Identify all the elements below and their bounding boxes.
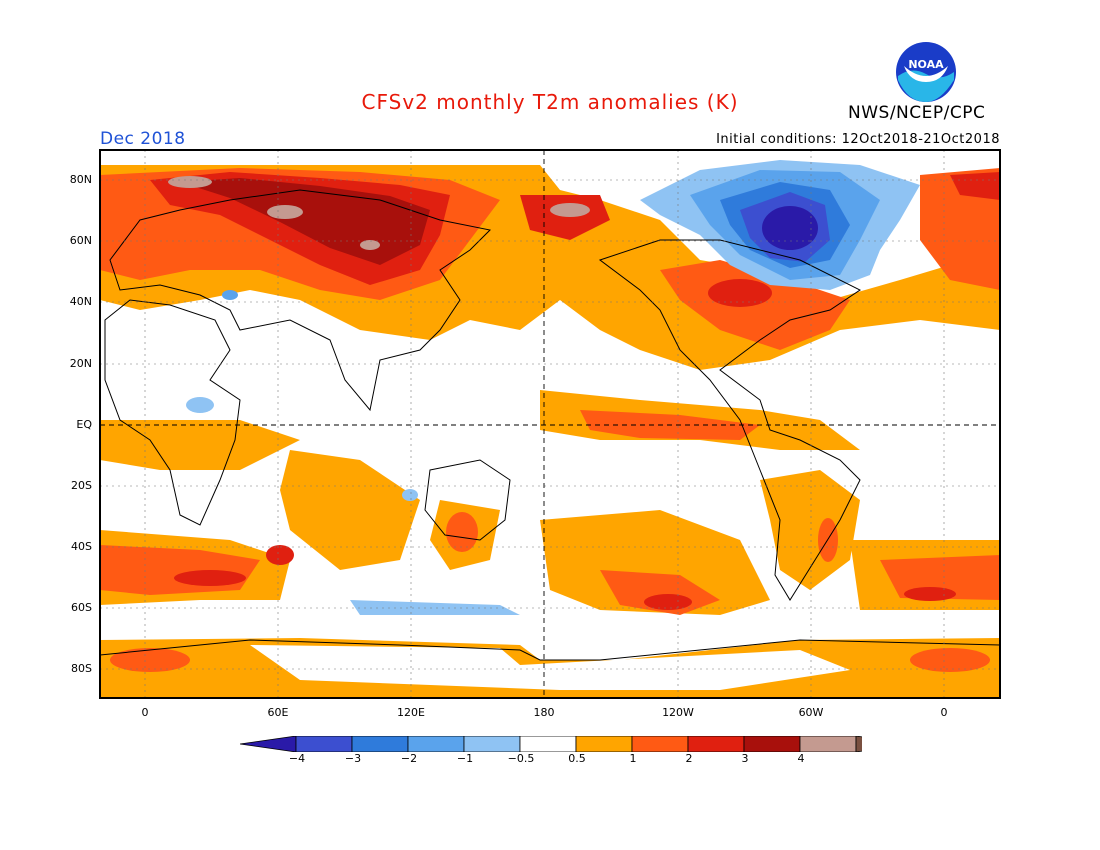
lon-tick: 60E [267,706,289,719]
colorbar-swatch [687,736,745,752]
lon-tick: 0 [940,706,948,719]
colorbar-swatch [519,736,577,752]
equator-dateline [100,150,1000,698]
anomaly-fields [100,150,1000,698]
lon-tick: 180 [533,706,555,719]
colorbar-label: −4 [288,752,306,765]
lon-tick: 120W [662,706,694,719]
map-frame [99,149,1001,699]
colorbar-label: −3 [344,752,362,765]
colorbar-label: 4 [797,752,805,765]
colorbar-label: 1 [629,752,637,765]
lat-tick: 80N [69,173,92,186]
lat-tick: 20S [71,479,92,492]
colorbar-label: −2 [400,752,418,765]
lat-tick: 60N [69,234,92,247]
agency-label: NWS/NCEP/CPC [848,103,986,123]
colorbar-label: −0.5 [507,752,535,765]
colorbar-swatch [351,736,409,752]
colorbar-swatch [407,736,465,752]
forecast-month: Dec 2018 [100,129,186,149]
colorbar-swatch [631,736,689,752]
lat-tick: 40N [69,295,92,308]
colorbar-swatch [463,736,521,752]
chart-title: CFSv2 monthly T2m anomalies (K) [361,90,739,114]
lat-tick: 60S [71,601,92,614]
colorbar-label: 2 [685,752,693,765]
colorbar-swatch [295,736,353,752]
lat-tick: EQ [76,418,92,431]
colorbar-swatch [575,736,633,752]
colorbar-max-arrow [855,736,862,752]
lat-tick: 40S [71,540,92,553]
lon-tick: 60W [798,706,824,719]
lat-tick: 20N [69,357,92,370]
lat-tick: 80S [71,662,92,675]
colorbar-label: −1 [456,752,474,765]
colorbar [240,736,862,752]
lon-tick: 120E [397,706,425,719]
noaa-logo: NOAA [896,42,956,102]
initial-conditions: Initial conditions: 12Oct2018-21Oct2018 [716,132,1000,147]
graticule [100,150,1000,698]
logo-text: NOAA [908,58,944,71]
colorbar-min-arrow [240,736,297,752]
colorbar-label: 0.5 [568,752,586,765]
colorbar-swatch [743,736,801,752]
colorbar-label: 3 [741,752,749,765]
colorbar-swatch [799,736,857,752]
lon-tick: 0 [141,706,149,719]
